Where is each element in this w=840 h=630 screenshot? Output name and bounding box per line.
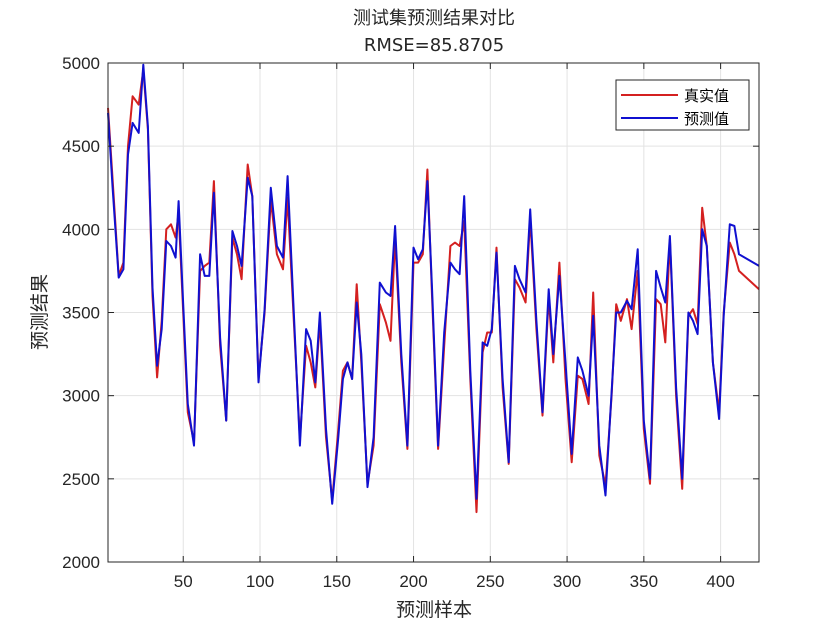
grid — [108, 62, 759, 563]
x-tick-label: 50 — [174, 572, 193, 591]
x-tick-label: 150 — [323, 572, 351, 591]
y-tick-label: 3500 — [62, 304, 100, 323]
legend-label-real: 真实值 — [684, 87, 729, 105]
x-axis-label: 预测样本 — [396, 599, 472, 621]
x-tick-label: 250 — [476, 572, 504, 591]
legend-box — [615, 79, 750, 131]
legend-label-pred: 预测值 — [684, 110, 729, 128]
y-tick-label: 4500 — [62, 137, 100, 156]
x-tick-label: 300 — [553, 572, 581, 591]
y-tick-label: 3000 — [62, 387, 100, 406]
series-layer — [107, 63, 760, 514]
y-tick-label: 2000 — [62, 553, 100, 572]
chart-title: 测试集预测结果对比 — [353, 8, 515, 29]
legend: 真实值 预测值 — [615, 79, 750, 131]
x-tick-label: 100 — [246, 572, 274, 591]
y-tick-label: 2500 — [62, 470, 100, 489]
series-line-pred — [107, 63, 760, 505]
x-tick-label: 350 — [630, 572, 658, 591]
y-axis-label: 预测结果 — [29, 274, 51, 350]
axes: 50 100 150 200 250 300 350 400 2000 2500 3000 3500 4… — [62, 54, 760, 591]
chart-subtitle: RMSE=85.8705 — [364, 35, 504, 56]
x-tick-label: 400 — [706, 572, 734, 591]
y-tick-label: 5000 — [62, 54, 100, 73]
x-tick-label: 200 — [399, 572, 427, 591]
y-tick-label: 4000 — [62, 220, 100, 239]
